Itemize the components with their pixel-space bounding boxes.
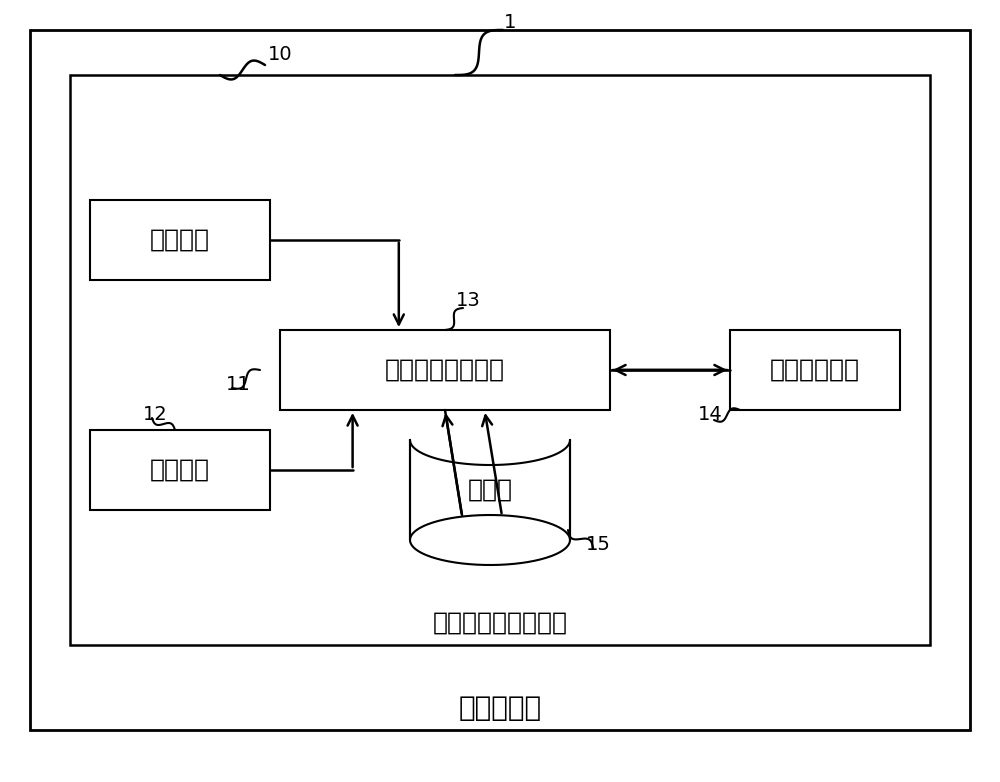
Text: 10: 10 xyxy=(268,45,292,64)
Bar xyxy=(30,30,970,730)
Text: 15: 15 xyxy=(586,536,610,554)
Bar xyxy=(280,330,610,410)
Polygon shape xyxy=(410,515,570,565)
Bar xyxy=(90,200,270,280)
Text: 11: 11 xyxy=(226,375,250,394)
Text: 12: 12 xyxy=(143,406,167,425)
Text: 人工智能体: 人工智能体 xyxy=(458,694,542,722)
Bar xyxy=(90,430,270,510)
Text: 设定模块: 设定模块 xyxy=(150,458,210,482)
Text: 13: 13 xyxy=(456,290,480,310)
Text: 1: 1 xyxy=(504,13,516,31)
Text: 14: 14 xyxy=(698,406,722,425)
Text: 资料库: 资料库 xyxy=(468,478,512,502)
Text: 计算分析模块: 计算分析模块 xyxy=(770,358,860,382)
Text: 训练优化设计模块: 训练优化设计模块 xyxy=(385,358,505,382)
Bar xyxy=(70,75,930,645)
Bar xyxy=(730,330,900,410)
Text: 人工智能体训练系统: 人工智能体训练系统 xyxy=(432,611,568,635)
Text: 接收模块: 接收模块 xyxy=(150,228,210,252)
